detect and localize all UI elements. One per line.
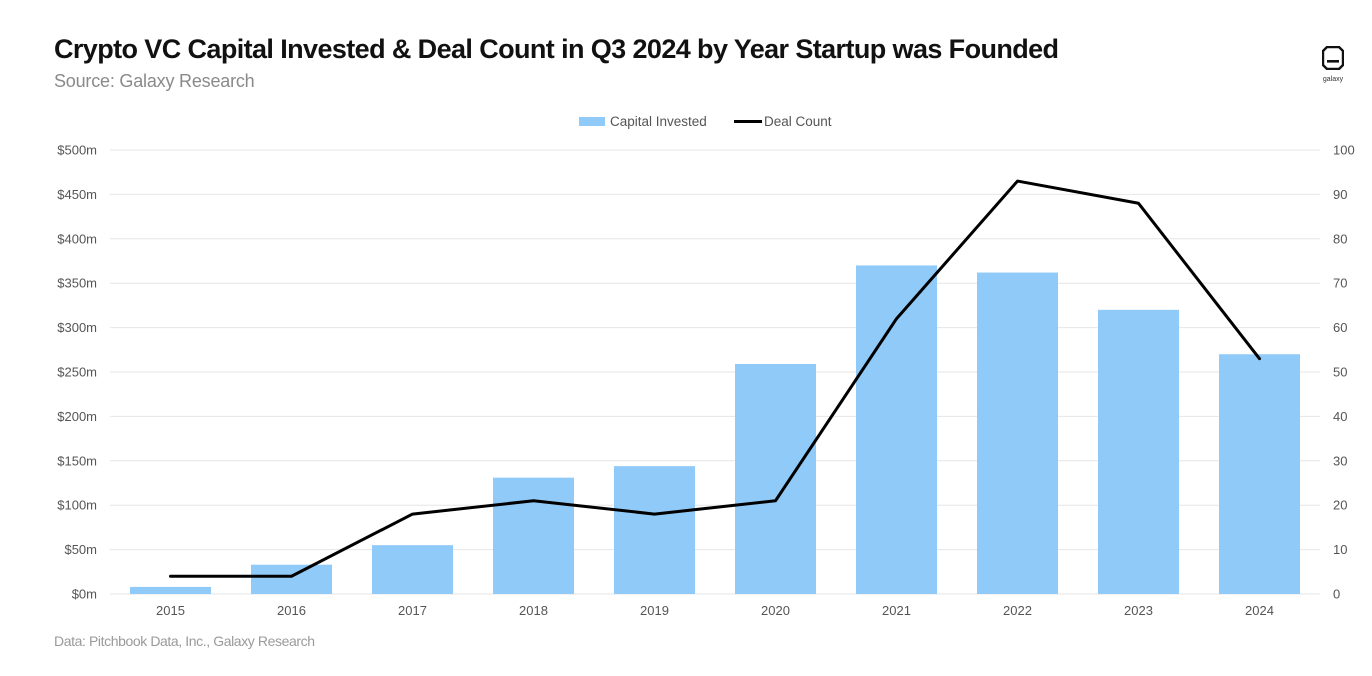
x-axis-tick-label: 2020 <box>761 603 790 618</box>
right-axis-ticks: 0 10 20 30 40 50 60 70 80 90 100 <box>1333 143 1355 602</box>
right-axis-tick-label: 90 <box>1333 187 1347 202</box>
x-axis-tick-label: 2024 <box>1245 603 1274 618</box>
left-axis-tick-label: $350m <box>57 276 97 291</box>
bar-capital-invested-2022 <box>977 272 1058 594</box>
left-axis-tick-label: $400m <box>57 231 97 246</box>
bar-capital-invested-2016 <box>251 564 332 594</box>
bar-capital-invested-2021 <box>856 265 937 594</box>
deal-count-point-2017 <box>412 513 413 515</box>
deal-count-point-2019 <box>654 513 655 515</box>
bar-capital-invested-2024 <box>1219 354 1300 594</box>
right-axis-tick-label: 0 <box>1333 587 1340 602</box>
logo-wordmark: galaxy <box>1322 76 1344 83</box>
left-axis-ticks: $0m $50m $100m $150m $200m $250m $300m $350m $40… <box>57 143 97 602</box>
deal-count-line <box>169 179 1261 578</box>
right-axis-tick-label: 60 <box>1333 320 1347 335</box>
left-axis-tick-label: $250m <box>57 365 97 380</box>
x-axis-tick-label: 2017 <box>398 603 427 618</box>
left-axis-tick-label: $300m <box>57 320 97 335</box>
bar-capital-invested-2018 <box>493 477 574 594</box>
right-axis-tick-label: 100 <box>1333 143 1355 158</box>
x-axis-tick-label: 2015 <box>156 603 185 618</box>
x-axis-tick-label: 2018 <box>519 603 548 618</box>
bar-capital-invested-2019 <box>614 466 695 594</box>
legend-label-capital-invested: Capital Invested <box>610 114 707 129</box>
deal-count-point-2024 <box>1259 358 1260 360</box>
left-axis-tick-label: $50m <box>64 542 97 557</box>
right-axis-tick-label: 50 <box>1333 365 1347 380</box>
left-axis-tick-label: $500m <box>57 143 97 158</box>
bar-capital-invested-2020 <box>735 364 816 594</box>
left-axis-tick-label: $150m <box>57 453 97 468</box>
bar-capital-invested-2023 <box>1098 309 1179 594</box>
deal-count-line-group <box>169 179 1261 578</box>
x-axis-tick-label: 2023 <box>1124 603 1153 618</box>
left-axis-tick-label: $100m <box>57 498 97 513</box>
legend: Capital Invested Deal Count <box>579 114 832 129</box>
deal-count-point-2018 <box>533 500 534 502</box>
capital-invested-bars <box>130 265 1300 594</box>
left-axis-tick-label: $0m <box>72 587 97 602</box>
bar-capital-invested-2015 <box>130 586 211 594</box>
galaxy-logo: galaxy <box>1316 45 1350 88</box>
deal-count-point-2023 <box>1138 202 1139 204</box>
legend-swatch-capital-invested <box>579 117 605 126</box>
right-axis-tick-label: 10 <box>1333 542 1347 557</box>
right-axis-tick-label: 40 <box>1333 409 1347 424</box>
x-axis-tick-label: 2016 <box>277 603 306 618</box>
left-axis-tick-label: $450m <box>57 187 97 202</box>
deal-count-point-2020 <box>775 500 776 502</box>
right-axis-tick-label: 20 <box>1333 498 1347 513</box>
chart-subtitle: Source: Galaxy Research <box>54 71 255 91</box>
deal-count-point-2022 <box>1017 180 1018 182</box>
deal-count-point-2016 <box>291 575 292 577</box>
x-axis-tick-label: 2021 <box>882 603 911 618</box>
right-axis-tick-label: 30 <box>1333 453 1347 468</box>
right-axis-tick-label: 80 <box>1333 231 1347 246</box>
deal-count-point-2015 <box>170 575 171 577</box>
right-axis-tick-label: 70 <box>1333 276 1347 291</box>
legend-label-deal-count: Deal Count <box>764 114 832 129</box>
x-axis-tick-label: 2019 <box>640 603 669 618</box>
data-source-note: Data: Pitchbook Data, Inc., Galaxy Resea… <box>54 633 315 649</box>
x-axis-tick-label: 2022 <box>1003 603 1032 618</box>
deal-count-point-2021 <box>896 318 897 320</box>
galaxy-logo-icon <box>1321 45 1345 71</box>
chart-title: Crypto VC Capital Invested & Deal Count … <box>54 34 1059 64</box>
bar-capital-invested-2017 <box>372 545 453 594</box>
left-axis-tick-label: $200m <box>57 409 97 424</box>
x-axis-ticks: 2015 2016 2017 2018 2019 2020 2021 2022 2023 2024 <box>156 603 1274 618</box>
